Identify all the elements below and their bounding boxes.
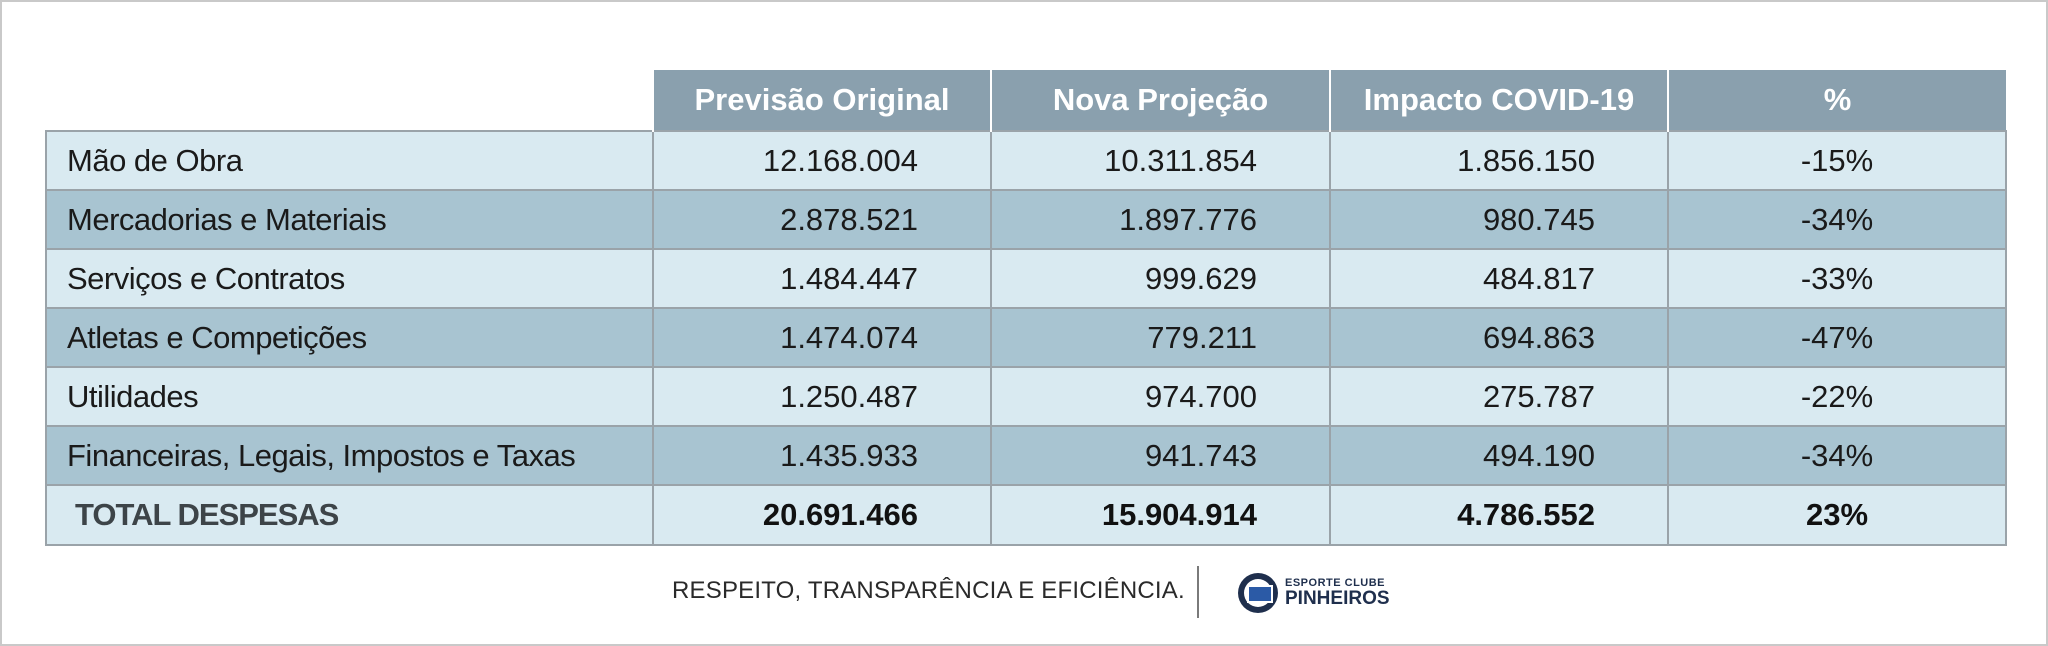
total-label: TOTAL DESPESAS — [45, 484, 654, 546]
cell-original: 1.435.933 — [652, 425, 992, 486]
cell-original: 2.878.521 — [652, 189, 992, 250]
cell-impacto: 694.863 — [1329, 307, 1669, 368]
cell-nova: 999.629 — [990, 248, 1331, 309]
total-pct: 23% — [1667, 484, 2007, 546]
club-logo: ESPORTE CLUBE PINHEIROS — [1238, 573, 1390, 613]
logo-line1: ESPORTE CLUBE — [1285, 577, 1386, 589]
footer-divider — [1197, 566, 1199, 618]
row-label: Mão de Obra — [45, 130, 654, 191]
total-original: 20.691.466 — [652, 484, 992, 546]
expense-table: Previsão Original Nova Projeção Impacto … — [45, 70, 2007, 546]
cell-nova: 779.211 — [990, 307, 1331, 368]
cell-original: 1.250.487 — [652, 366, 992, 427]
footer-motto: RESPEITO, TRANSPARÊNCIA E EFICIÊNCIA. — [672, 577, 1185, 604]
row-label: Utilidades — [45, 366, 654, 427]
cell-impacto: 275.787 — [1329, 366, 1669, 427]
cell-impacto: 980.745 — [1329, 189, 1669, 250]
header-previsao-original: Previsão Original — [652, 70, 991, 131]
cell-original: 1.474.074 — [652, 307, 992, 368]
cell-nova: 10.311.854 — [990, 130, 1331, 191]
table-row: Atletas e Competições 1.474.074 779.211 … — [45, 307, 2007, 368]
cell-pct: -33% — [1667, 248, 2007, 309]
row-label: Atletas e Competições — [45, 307, 654, 368]
total-row: TOTAL DESPESAS 20.691.466 15.904.914 4.7… — [45, 484, 2007, 546]
cell-pct: -34% — [1667, 189, 2007, 250]
cell-nova: 941.743 — [990, 425, 1331, 486]
cell-impacto: 494.190 — [1329, 425, 1669, 486]
cell-pct: -34% — [1667, 425, 2007, 486]
row-label: Mercadorias e Materiais — [45, 189, 654, 250]
header-percent: % — [1667, 70, 2006, 131]
logo-line2: PINHEIROS — [1285, 588, 1390, 609]
table-row: Financeiras, Legais, Impostos e Taxas 1.… — [45, 425, 2007, 486]
club-crest-icon — [1238, 573, 1278, 613]
cell-pct: -15% — [1667, 130, 2007, 191]
cell-impacto: 484.817 — [1329, 248, 1669, 309]
header-nova-projecao: Nova Projeção — [990, 70, 1330, 131]
total-nova: 15.904.914 — [990, 484, 1331, 546]
table-row: Utilidades 1.250.487 974.700 275.787 -22… — [45, 366, 2007, 427]
cell-nova: 1.897.776 — [990, 189, 1331, 250]
logo-text: ESPORTE CLUBE PINHEIROS — [1285, 577, 1390, 609]
cell-original: 1.484.447 — [652, 248, 992, 309]
table-row: Mercadorias e Materiais 2.878.521 1.897.… — [45, 189, 2007, 250]
table-row: Serviços e Contratos 1.484.447 999.629 4… — [45, 248, 2007, 309]
cell-pct: -22% — [1667, 366, 2007, 427]
header-impacto-covid: Impacto COVID-19 — [1329, 70, 1668, 131]
total-impacto: 4.786.552 — [1329, 484, 1669, 546]
row-label: Financeiras, Legais, Impostos e Taxas — [45, 425, 654, 486]
table-row: Mão de Obra 12.168.004 10.311.854 1.856.… — [45, 130, 2007, 191]
cell-pct: -47% — [1667, 307, 2007, 368]
cell-impacto: 1.856.150 — [1329, 130, 1669, 191]
header-corner — [46, 70, 653, 131]
header-row: Previsão Original Nova Projeção Impacto … — [46, 70, 2006, 131]
row-label: Serviços e Contratos — [45, 248, 654, 309]
cell-original: 12.168.004 — [652, 130, 992, 191]
cell-nova: 974.700 — [990, 366, 1331, 427]
